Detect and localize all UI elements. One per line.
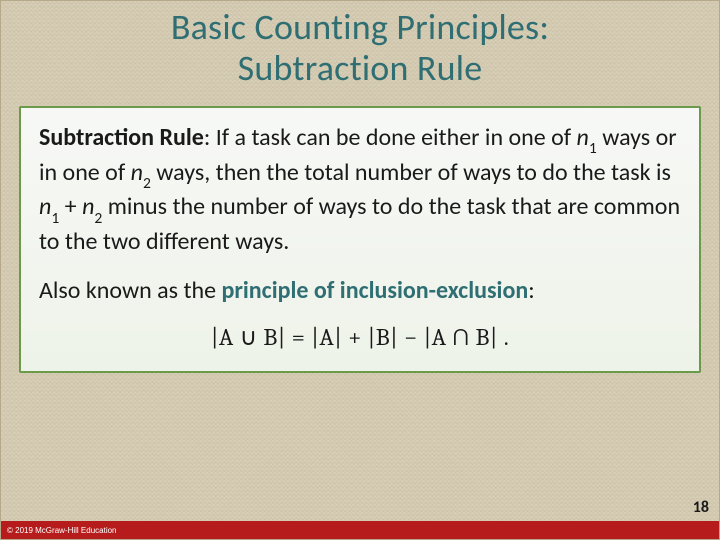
formula: |A ∪ B| = |A| + |B| − |A ∩ B| . — [39, 323, 681, 351]
rule-text-d: minus the number of ways to do the task … — [39, 192, 680, 256]
also-text-a: Also known as the — [39, 276, 221, 305]
n2b-sub: 2 — [94, 209, 102, 228]
rule-text-c: ways, then the total number of ways to d… — [151, 158, 671, 187]
n2: n — [131, 158, 143, 187]
n1b-sub: 1 — [51, 209, 59, 228]
rule-label: Subtraction Rule — [39, 123, 204, 152]
slide-frame: Basic Counting Principles: Subtraction R… — [0, 0, 720, 540]
n1b: n — [39, 192, 51, 221]
n1: n — [577, 123, 589, 152]
content-box: Subtraction Rule: If a task can be done … — [19, 106, 701, 373]
title-line-2: Subtraction Rule — [238, 46, 483, 90]
rule-paragraph: Subtraction Rule: If a task can be done … — [39, 122, 681, 259]
footer-bar: © 2019 McGraw-Hill Education — [1, 521, 719, 539]
rule-sep: : — [204, 123, 216, 152]
n2-sub: 2 — [143, 174, 151, 193]
rule-text-a: If a task can be done either in one of — [216, 123, 577, 152]
n2b: n — [82, 192, 94, 221]
also-known-paragraph: Also known as the principle of inclusion… — [39, 275, 681, 307]
plus: + — [59, 192, 82, 221]
also-colon: : — [528, 276, 534, 305]
title-line-1: Basic Counting Principles: — [171, 5, 549, 49]
principle-name: principle of inclusion-exclusion — [221, 276, 528, 305]
formula-text: |A ∪ B| = |A| + |B| − |A ∩ B| . — [211, 323, 509, 351]
n1-sub: 1 — [589, 139, 597, 158]
slide-title: Basic Counting Principles: Subtraction R… — [1, 1, 719, 96]
page-number: 18 — [693, 498, 709, 517]
copyright-text: © 2019 McGraw-Hill Education — [1, 526, 117, 535]
